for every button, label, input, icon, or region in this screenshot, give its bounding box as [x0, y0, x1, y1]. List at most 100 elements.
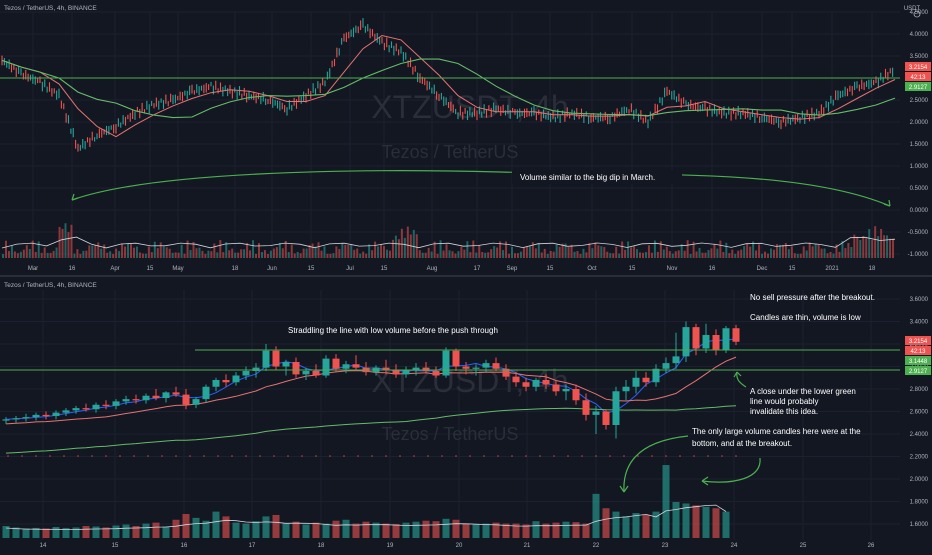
- top-volume-bar: [278, 242, 281, 258]
- bottom-dotted-marker: [455, 455, 457, 457]
- top-volume-bar: [653, 240, 656, 258]
- top-volume-bar: [201, 250, 204, 258]
- top-volume-bar: [290, 244, 293, 258]
- bottom-arrow-close-head-icon: [733, 371, 742, 378]
- bottom-chart-panel[interactable]: XTZUSDT, 4h Tezos / TetherUS Tezos / Tet…: [0, 282, 931, 549]
- bottom-volume-bar: [102, 527, 110, 538]
- top-volume-bar: [269, 250, 272, 258]
- top-time-tick: May: [172, 266, 183, 272]
- bottom-time-tick: 22: [593, 543, 600, 549]
- bottom-candle-body: [412, 367, 420, 370]
- top-volume-bar: [615, 246, 618, 258]
- bottom-candle-body: [592, 411, 600, 415]
- top-volume-bar: [207, 250, 210, 258]
- top-volume-bar: [397, 239, 400, 258]
- top-time-tick: Jun: [267, 266, 277, 272]
- top-time-axis[interactable]: Mar 16 Apr 15 May 18 Jun 15 Jul 15 Aug 17 Sep 15 Oct 15…: [28, 266, 876, 272]
- bottom-annotation-sell-2: Candles are thin, volume is low: [750, 313, 861, 322]
- top-volume-bar: [883, 235, 886, 258]
- top-volume-bar: [644, 252, 647, 258]
- bottom-price-tag-current: [905, 336, 931, 345]
- bottom-volume-ma: [5, 504, 727, 530]
- top-volume-bar: [234, 252, 237, 258]
- top-volume-bar: [516, 253, 519, 258]
- bottom-candle-body: [302, 371, 310, 375]
- top-volume-bar: [147, 246, 150, 258]
- top-price-tick: 2.5000: [910, 98, 929, 104]
- top-volume-bar: [58, 226, 61, 258]
- top-arrow-left-icon: [71, 193, 79, 201]
- top-volume-bar: [564, 243, 567, 258]
- top-volume-bar: [448, 250, 451, 258]
- top-volume-bar: [519, 251, 522, 258]
- bottom-dotted-marker: [539, 455, 541, 457]
- bottom-dotted-marker: [315, 455, 317, 457]
- top-price-tag-timer-text: 42:13: [910, 75, 926, 81]
- bottom-price-tag-lower-text: 2.9127: [909, 369, 928, 375]
- top-chart-panel[interactable]: XTZUSDT, 4h Tezos / TetherUS Tezos / Tet…: [0, 5, 931, 272]
- bottom-price-tag-timer: [905, 346, 931, 355]
- bottom-volume-bar: [572, 522, 580, 538]
- bottom-candle-body: [12, 418, 20, 420]
- bottom-candle-body: [112, 401, 120, 406]
- top-volume-bar: [228, 250, 231, 258]
- bottom-candle-body: [232, 375, 240, 383]
- top-volume-bar: [737, 250, 740, 258]
- top-volume-bar: [728, 253, 731, 258]
- top-volume-bar: [368, 244, 371, 258]
- top-volume-bar: [618, 253, 621, 258]
- bottom-candle-body: [482, 363, 490, 368]
- top-volume-bar: [353, 249, 356, 258]
- bottom-volume-bar: [422, 520, 430, 538]
- top-price-tag-current-text: 3.2154: [909, 65, 928, 71]
- top-currency-label: USDT: [904, 6, 921, 12]
- top-ema-slow: [1, 58, 896, 119]
- settings-gear-icon[interactable]: [913, 10, 921, 18]
- top-volume-bar: [540, 252, 543, 258]
- bottom-candle-body: [662, 363, 670, 369]
- bottom-time-tick: 20: [456, 543, 463, 549]
- bottom-candle-body: [282, 362, 290, 367]
- bottom-volume-bar: [482, 523, 490, 538]
- bottom-dotted-marker: [693, 455, 695, 457]
- top-annotation-bg: [512, 170, 682, 184]
- bottom-candle-body: [692, 327, 700, 349]
- bottom-candle-body: [272, 350, 280, 367]
- top-volume-bar: [573, 251, 576, 258]
- top-volume-bar: [257, 243, 260, 258]
- bottom-volume-bar: [512, 523, 520, 538]
- bottom-time-tick: 15: [112, 543, 119, 549]
- bottom-volume-bar: [22, 528, 30, 538]
- top-annotation-curve: [71, 170, 891, 207]
- top-volume-bar: [296, 252, 299, 258]
- top-volume-bar: [418, 250, 421, 258]
- top-volume-bar: [132, 247, 135, 258]
- bottom-time-axis[interactable]: 14 15 16 17 18 19 20 21 22 23 24 25 26: [40, 543, 875, 549]
- top-time-tick: Jul: [346, 266, 354, 272]
- top-volume-bar: [311, 243, 314, 258]
- bottom-volume-bar: [192, 517, 200, 538]
- top-volume-bar: [403, 237, 406, 258]
- bottom-dotted-marker: [707, 455, 709, 457]
- top-volume-bar: [847, 243, 850, 258]
- top-volume-bar: [338, 249, 341, 258]
- top-time-tick: Oct: [587, 266, 597, 272]
- top-volume-bar: [570, 244, 573, 258]
- top-volume-bar: [609, 253, 612, 258]
- bottom-volume-bar: [312, 522, 320, 538]
- top-volume-bar: [61, 228, 64, 258]
- bottom-volume-bar: [502, 523, 510, 538]
- top-volume-bar: [603, 246, 606, 258]
- top-volume-bar: [680, 244, 683, 258]
- bottom-volume-bar: [372, 522, 380, 538]
- top-volume-bar: [508, 253, 511, 258]
- bottom-time-tick: 24: [731, 543, 738, 549]
- top-volume-bar: [537, 242, 540, 258]
- bottom-dotted-marker: [399, 455, 401, 457]
- top-volume-bar: [40, 252, 43, 258]
- top-price-tick: 0.5000: [910, 186, 929, 192]
- top-volume-bar: [725, 242, 728, 258]
- bottom-arrow-volume-right-head-icon: [701, 476, 709, 486]
- bottom-price-tick: 2.0000: [910, 477, 929, 483]
- top-volume-bar: [841, 240, 844, 258]
